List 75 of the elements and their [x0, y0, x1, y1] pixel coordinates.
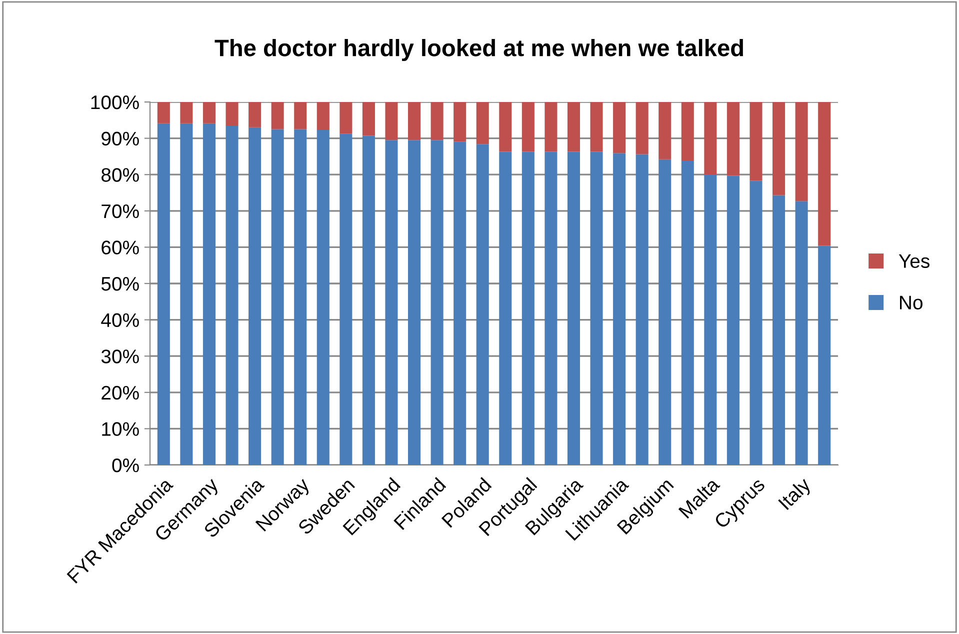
bar — [795, 201, 808, 465]
bar — [544, 152, 558, 465]
bar — [704, 174, 717, 465]
bar — [590, 102, 603, 152]
bar — [294, 102, 307, 130]
bar — [522, 152, 534, 465]
bar — [226, 126, 238, 465]
bar — [385, 140, 398, 465]
bar — [750, 180, 762, 465]
legend-label: Yes — [898, 254, 930, 268]
bar — [613, 102, 626, 154]
bar — [522, 102, 534, 152]
bar — [340, 102, 352, 134]
bar — [567, 102, 580, 152]
bar — [476, 102, 489, 144]
y-tick-label: 80% — [102, 168, 139, 182]
bar — [271, 102, 284, 130]
bar — [316, 130, 330, 465]
bar — [248, 127, 262, 465]
y-tick-label: 60% — [102, 240, 139, 254]
y-tick-label: 10% — [102, 422, 139, 436]
y-tick-label: 40% — [101, 313, 139, 328]
chart-title: The doctor hardly looked at me when we talked — [214, 38, 743, 62]
bar — [499, 102, 512, 152]
bar — [248, 102, 262, 128]
bar — [362, 136, 375, 465]
bar — [726, 102, 740, 176]
bar — [613, 153, 626, 465]
bar — [658, 159, 672, 465]
y-tick-label: 30% — [101, 350, 139, 364]
bar — [362, 102, 375, 136]
bar — [681, 102, 694, 160]
bar — [590, 152, 603, 465]
bar — [454, 142, 466, 465]
bar — [202, 102, 216, 124]
bar — [499, 152, 512, 465]
bar — [294, 129, 307, 465]
bar — [772, 102, 786, 196]
y-tick-label: 50% — [101, 276, 139, 291]
bar — [636, 154, 648, 465]
bar — [340, 134, 352, 465]
y-tick-label: 90% — [102, 132, 139, 146]
bar — [567, 152, 580, 465]
bar — [202, 123, 216, 465]
bar — [157, 102, 170, 124]
bar — [430, 102, 444, 140]
bar — [795, 102, 808, 202]
y-tick-label: 100% — [91, 95, 139, 110]
legend-label: No — [900, 296, 922, 310]
y-tick-label: 70% — [102, 204, 139, 218]
bar — [658, 102, 672, 160]
bar — [636, 102, 648, 154]
bar — [476, 144, 489, 465]
bar — [681, 160, 694, 465]
bar — [408, 140, 421, 465]
bar — [750, 102, 762, 181]
bar — [385, 102, 398, 140]
bar — [726, 176, 740, 465]
bar — [818, 102, 831, 246]
bar — [454, 102, 466, 142]
bar — [430, 140, 444, 465]
bar — [818, 246, 831, 465]
bar — [180, 102, 193, 124]
bar — [316, 102, 330, 130]
bar — [408, 102, 421, 140]
y-tick-label: 20% — [102, 386, 139, 400]
x-tick-label: Italy — [778, 476, 814, 513]
bar — [180, 123, 193, 465]
bar — [772, 195, 786, 465]
bar — [157, 123, 170, 465]
bar — [226, 102, 238, 126]
y-tick-label: 0% — [112, 458, 139, 472]
bar — [271, 129, 284, 465]
bar — [704, 102, 717, 175]
bar — [544, 102, 558, 152]
